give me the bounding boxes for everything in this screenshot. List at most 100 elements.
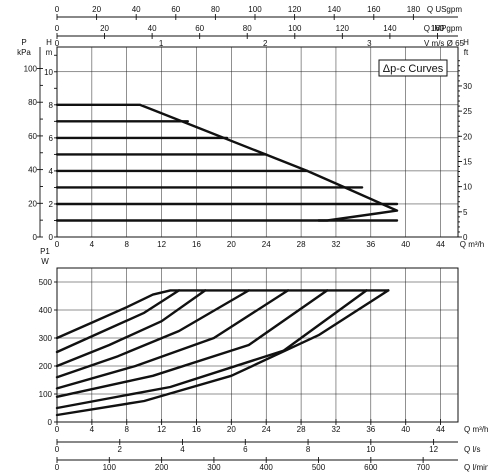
q_m3h-tick-label-24: 24 [262,425,271,434]
q_m3h-tick-label-36: 36 [366,425,375,434]
q_usgpm-axis-label: Q USgpm [427,5,462,14]
q_lmin-tick-label-0: 0 [55,463,60,472]
upper-q-tick-label-8: 8 [125,240,130,249]
q_usgpm-tick-label-100: 100 [248,5,262,14]
q_m3h-tick-label-44: 44 [436,425,445,434]
upper-q-axis-label: Q m³/h [460,240,484,249]
head-m-tick-label-10: 10 [44,68,53,77]
head-m-tick-label-0: 0 [49,233,54,242]
q_lmin-tick-label-400: 400 [260,463,274,472]
q_usgpm-tick-label-160: 160 [367,5,381,14]
head-ft-tick-label-30: 30 [463,82,472,91]
head-frame [56,46,459,238]
q_usgpm-tick-label-180: 180 [407,5,421,14]
power-curve-8 [55,289,390,417]
q_impgpm-tick-label-20: 20 [100,24,109,33]
upper-q-tick-label-24: 24 [262,240,271,249]
v_ms-tick-label-1: 1 [159,39,164,48]
q_lmin-tick-label-500: 500 [312,463,326,472]
q_ls-axis-label: Q l/s [464,445,480,454]
q_usgpm-tick-label-80: 80 [211,5,220,14]
q_lmin-tick-label-700: 700 [416,463,430,472]
q_lmin-tick-label-200: 200 [155,463,169,472]
power-curve-3 [55,289,207,368]
power-curve-7 [55,289,368,410]
q_impgpm-axis-label: Q IMPgpm [424,24,463,33]
upper-q-tick-label-16: 16 [192,240,201,249]
q_impgpm-tick-label-140: 140 [383,24,397,33]
head-curve-8 [55,103,399,222]
power-tick-label-100: 100 [39,390,53,399]
upper-q-tick-label-40: 40 [401,240,410,249]
power-curve-2 [55,289,181,354]
v_ms-tick-label-2: 2 [263,39,268,48]
v_ms-tick-label-3: 3 [367,39,372,48]
q_m3h-tick-label-12: 12 [157,425,166,434]
q_ls-tick-label-10: 10 [366,445,375,454]
kpa-tick-label-100: 100 [24,65,38,74]
power-curve-6 [55,289,329,398]
q_m3h-axis-label: Q m³/h [464,425,488,434]
q_usgpm-tick-label-40: 40 [132,5,141,14]
power-axis-title: P1 [40,247,50,256]
power-tick-label-300: 300 [39,334,53,343]
head-ft-axis-unit: ft [464,48,469,57]
upper-q-tick-label-36: 36 [366,240,375,249]
upper-q-tick-label-32: 32 [332,240,341,249]
power-curve-5 [55,289,290,390]
q_m3h-tick-label-28: 28 [297,425,306,434]
kpa-tick-label-80: 80 [28,98,37,107]
q_m3h-tick-label-8: 8 [125,425,130,434]
upper-q-tick-label-0: 0 [55,240,60,249]
kpa-tick-label-60: 60 [28,132,37,141]
head-ft-tick-label-20: 20 [463,132,472,141]
scale-q_m3h: 0 4 8 12 16 20 24 28 32 36 40 44 Q m³/h [55,419,488,434]
q_impgpm-tick-label-40: 40 [148,24,157,33]
kpa-tick-label-0: 0 [33,233,38,242]
scale-q_usgpm: 0 20 40 60 80 100 120 140 160 180 Q USgpm [55,5,462,20]
power-curve-4 [55,289,250,379]
head-ft-axis-title: H [463,38,469,47]
q_usgpm-tick-label-60: 60 [171,5,180,14]
upper-q-tick-label-44: 44 [436,240,445,249]
kpa-tick-label-20: 20 [28,199,37,208]
v_ms-tick-label-0: 0 [55,39,60,48]
power-tick-label-500: 500 [39,278,53,287]
head-m-axis-unit: m [46,48,53,57]
head-ft-tick-label-0: 0 [463,233,468,242]
scale-q_ls: 0 2 4 6 8 10 12 Q l/s [55,439,480,454]
q_impgpm-tick-label-0: 0 [55,24,60,33]
q_m3h-tick-label-40: 40 [401,425,410,434]
q_lmin-tick-label-100: 100 [103,463,117,472]
q_usgpm-tick-label-140: 140 [328,5,342,14]
q_ls-tick-label-0: 0 [55,445,60,454]
upper-q-tick-label-12: 12 [157,240,166,249]
power-tick-label-200: 200 [39,362,53,371]
q_lmin-tick-label-600: 600 [364,463,378,472]
head-ft-tick-label-5: 5 [463,208,468,217]
v_ms-axis-label: V m/s Ø 65 [424,39,465,48]
legend-box [378,59,448,77]
q_m3h-tick-label-20: 20 [227,425,236,434]
q_usgpm-tick-label-120: 120 [288,5,302,14]
head-ft-tick-label-10: 10 [463,183,472,192]
bottom-scales: 0 4 8 12 16 20 24 28 32 36 40 44 Q m³/h0 2 4 6 8 10 12 Q l/… [55,419,488,472]
kpa-axis-unit: kPa [17,48,31,57]
q_impgpm-tick-label-60: 60 [195,24,204,33]
power-tick-label-0: 0 [48,418,53,427]
q_ls-tick-label-12: 12 [429,445,438,454]
q_m3h-tick-label-0: 0 [55,425,60,434]
power-tick-label-400: 400 [39,306,53,315]
q_impgpm-tick-label-100: 100 [288,24,302,33]
head-flow-chart: 020406080100PkPa0246810Hm051015202530Hft… [17,38,484,249]
q_ls-tick-label-2: 2 [118,445,123,454]
q_m3h-tick-label-32: 32 [332,425,341,434]
q_usgpm-tick-label-20: 20 [92,5,101,14]
head-m-tick-label-8: 8 [49,101,54,110]
head-ft-tick-label-25: 25 [463,107,472,116]
head-m-axis-title: H [46,38,52,47]
head-m-tick-label-6: 6 [49,134,54,143]
